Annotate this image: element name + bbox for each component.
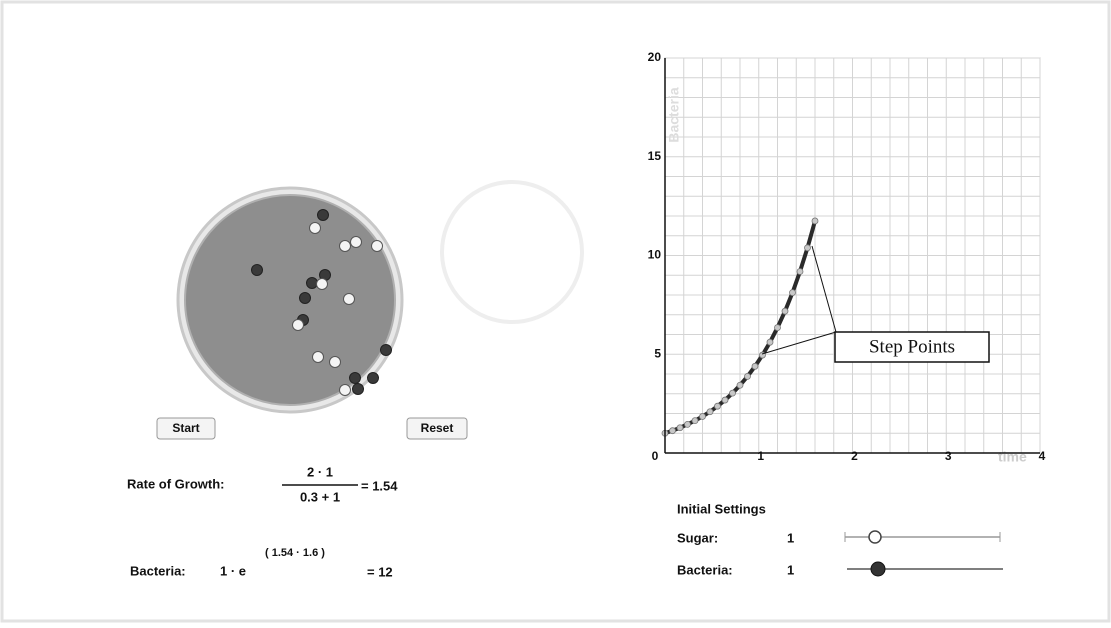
ghost-dish: [440, 180, 584, 324]
step-point: [684, 420, 691, 428]
step-point: [781, 307, 789, 315]
rate-numerator: 2 · 1: [307, 464, 333, 479]
reset-label[interactable]: Reset: [421, 421, 454, 435]
bacteria-slider[interactable]: [847, 561, 1003, 577]
x-tick-label: 2: [851, 449, 858, 463]
y-tick-label: 5: [654, 346, 661, 360]
start-button[interactable]: Start: [156, 417, 216, 440]
y-tick-label: 10: [648, 248, 662, 262]
sugar-slider[interactable]: [844, 530, 1001, 544]
bacteria-exponent: ( 1.54 · 1.6 ): [265, 547, 325, 559]
x-tick-label: 4: [1039, 449, 1046, 463]
sugar-label: Sugar:: [677, 530, 718, 545]
start-label[interactable]: Start: [172, 421, 199, 435]
bacteria-base: 1 · e: [220, 563, 246, 578]
bacteria-setting-label: Bacteria:: [677, 562, 733, 577]
bacteria-setting-value: 1: [787, 562, 794, 577]
step-point: [714, 402, 721, 410]
bacteria-result: = 12: [367, 564, 393, 579]
y-axis-label: Bacteria: [666, 87, 682, 142]
settings-title: Initial Settings: [677, 501, 766, 516]
step-point: [669, 427, 676, 435]
step-point: [744, 372, 751, 380]
annotation-text: Step Points: [869, 336, 955, 357]
step-point: [736, 381, 744, 389]
petri-dish: [176, 186, 404, 414]
x-tick-label: 0: [652, 449, 659, 463]
annotation: Step Points: [761, 245, 990, 363]
step-point: [774, 324, 781, 331]
step-point: [789, 289, 796, 297]
x-tick-label: 1: [757, 449, 764, 463]
step-point: [721, 396, 729, 404]
rate-result: = 1.54: [361, 478, 398, 493]
y-tick-label: 15: [648, 149, 662, 163]
step-point: [766, 338, 774, 346]
step-point: [751, 362, 759, 370]
step-point: [676, 424, 684, 432]
bacteria-label: Bacteria:: [130, 563, 186, 578]
step-point: [804, 244, 811, 252]
step-point: [691, 417, 699, 425]
step-point: [729, 389, 736, 397]
reset-button[interactable]: Reset: [406, 417, 468, 440]
x-axis-label: time: [998, 449, 1027, 465]
y-tick-label: 20: [648, 50, 662, 64]
x-tick-label: 3: [945, 449, 952, 463]
step-point: [706, 408, 714, 416]
step-point: [699, 413, 706, 420]
step-point: [796, 268, 804, 275]
rate-denominator: 0.3 + 1: [300, 489, 340, 504]
step-point: [811, 217, 819, 225]
sugar-value: 1: [787, 530, 794, 545]
rate-label: Rate of Growth:: [127, 476, 225, 491]
